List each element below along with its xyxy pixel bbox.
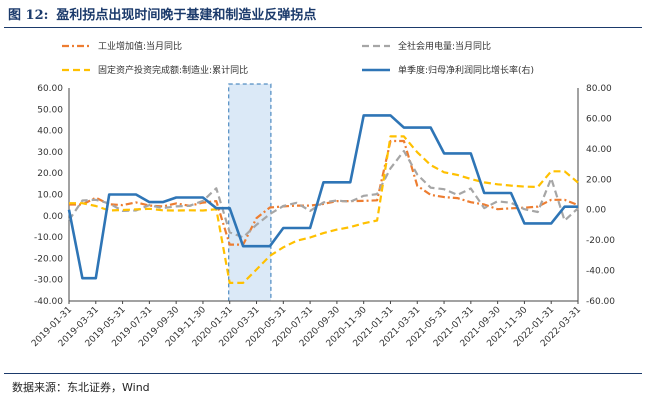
source-note: 数据来源：东北证券，Wind [12,381,150,394]
right-y-tick-label: 60.00 [586,114,612,124]
left-y-tick-label: 30.00 [37,148,63,158]
figure-title: 图 12: 盈利拐点出现时间晚于基建和制造业反弹拐点 [8,4,316,23]
highlight-region [228,83,272,302]
left-y-tick-label: 50.00 [37,105,63,115]
right-y-tick-label: 80.00 [586,84,612,94]
series-layer [67,114,579,284]
figure-title-text: 盈利拐点出现时间晚于基建和制造业反弹拐点 [56,8,317,23]
series-line-1 [69,139,579,246]
figure-label: 图 12: [8,8,49,23]
series-line-3 [69,135,579,284]
series-line-2 [68,149,579,239]
left-y-tick-label: -30.00 [34,276,63,286]
left-y-tick-label: -20.00 [34,254,63,264]
series-line-4 [67,114,578,280]
footer-divider [4,373,642,374]
right-y-tick-label: -40.00 [586,267,615,277]
right-y-tick-label: -60.00 [586,297,615,307]
right-y-tick-label: 0.00 [586,206,606,216]
title-divider [4,27,642,28]
left-y-tick-label: -10.00 [34,233,63,243]
left-y-tick-label: 60.00 [37,84,63,94]
left-y-tick-label: 40.00 [37,127,63,137]
left-y-tick-label: 0.00 [43,212,63,222]
legend-label-3: 固定资产投资完成额:制造业:累计同比 [98,64,248,76]
left-y-tick-label: 10.00 [37,191,63,201]
legend-label-2: 全社会用电量:当月同比 [398,40,491,52]
left-y-tick-label: -40.00 [34,297,63,307]
legend-label-1: 工业增加值:当月同比 [98,40,182,52]
right-y-tick-label: -20.00 [586,236,615,246]
highlight-layer [228,83,272,302]
right-y-tick-label: 20.00 [586,175,612,185]
left-y-tick-label: 20.00 [37,169,63,179]
legend-label-4: 单季度:归母净利润同比增长率(右) [398,64,534,76]
axis-layer: -40.00 -30.00 -20.00 -10.00 0.00 10.00 20.00 30… [30,84,615,349]
right-y-tick-label: 40.00 [586,145,612,155]
